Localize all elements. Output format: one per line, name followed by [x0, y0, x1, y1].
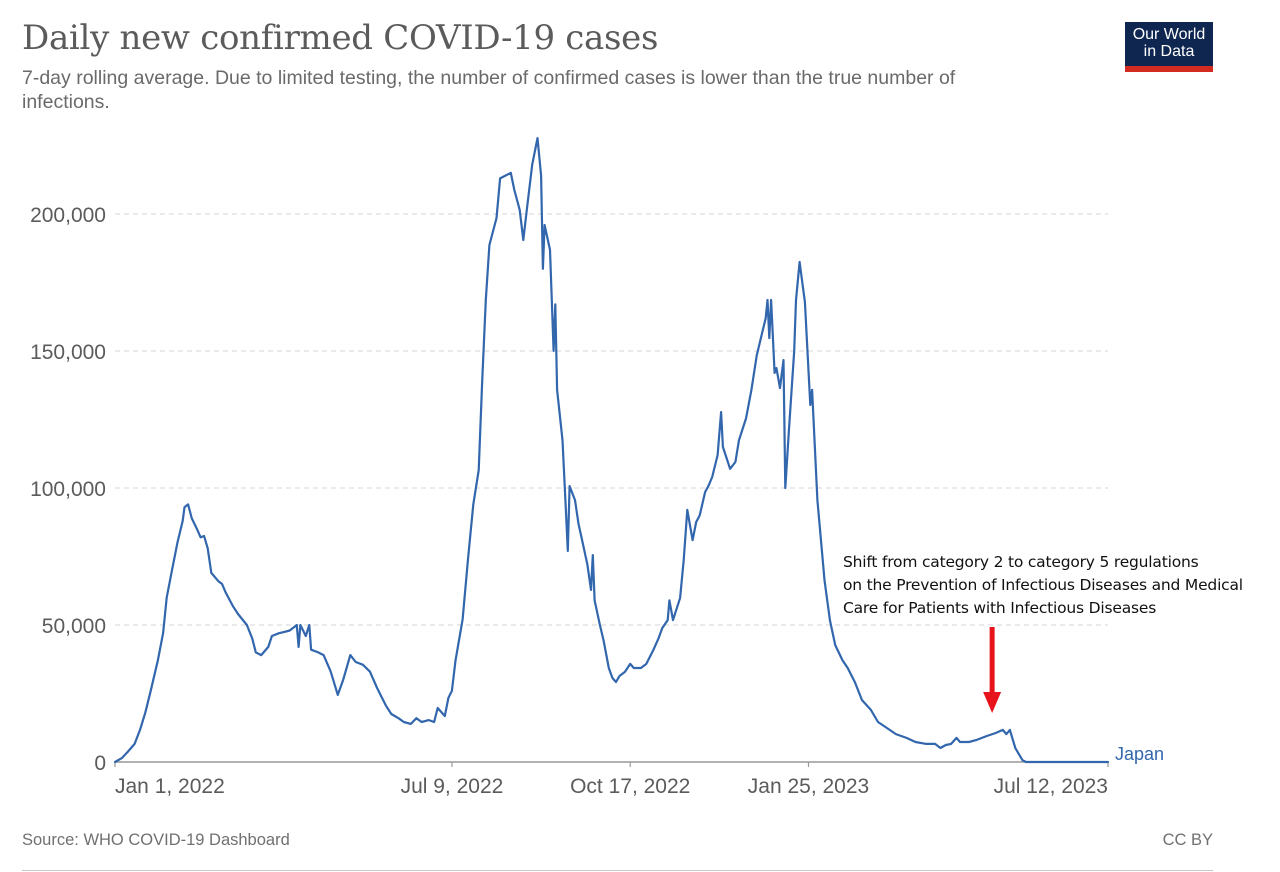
arrow-head: [983, 692, 1002, 713]
chart-title: Daily new confirmed COVID-19 cases: [22, 18, 659, 58]
y-tick-label: 200,000: [30, 204, 106, 227]
x-tick-label: Jan 1, 2022: [115, 775, 225, 798]
gridlines: [115, 213, 1108, 626]
chart-subtitle: 7-day rolling average. Due to limited te…: [22, 67, 956, 113]
logo-text: Our World in Data: [1125, 26, 1213, 60]
annotation-arrow: [983, 627, 1002, 713]
footer-divider: [22, 870, 1213, 871]
y-tick-label: 150,000: [30, 341, 106, 364]
x-tick-label: Jul 12, 2023: [994, 775, 1108, 798]
annotation-line-3: Care for Patients with Infectious Diseas…: [843, 599, 1157, 617]
logo-accent-bar: [1125, 66, 1213, 72]
annotation-line-2: on the Prevention of Infectious Diseases…: [843, 576, 1243, 594]
logo-line-2: in Data: [1143, 43, 1195, 60]
source-note[interactable]: Source: WHO COVID-19 Dashboard: [22, 831, 290, 849]
y-tick-label: 0: [94, 752, 106, 775]
owid-logo[interactable]: Our World in Data: [1125, 22, 1213, 72]
x-tick-label: Jan 25, 2023: [748, 775, 869, 798]
annotation-line-1: Shift from category 2 to category 5 regu…: [843, 553, 1199, 571]
y-tick-label: 50,000: [42, 615, 106, 638]
annotation-text: Shift from category 2 to category 5 regu…: [843, 551, 1243, 620]
series-line-japan[interactable]: [113, 137, 1110, 764]
series-label-japan[interactable]: Japan: [1115, 744, 1164, 764]
arrow-shaft: [989, 627, 995, 695]
x-tick-label: Jul 9, 2022: [401, 775, 504, 798]
logo-line-1: Our World: [1132, 26, 1206, 43]
y-axis-ticks: 0 50,000 100,000 150,000 200,000: [30, 204, 106, 775]
y-tick-label: 100,000: [30, 478, 106, 501]
x-tick-label: Oct 17, 2022: [570, 775, 690, 798]
series-points: [114, 138, 1108, 763]
x-axis-ticks: Jan 1, 2022 Jul 9, 2022 Oct 17, 2022 Jan 25…: [114, 762, 1109, 798]
license-link[interactable]: CC BY: [1162, 831, 1213, 849]
